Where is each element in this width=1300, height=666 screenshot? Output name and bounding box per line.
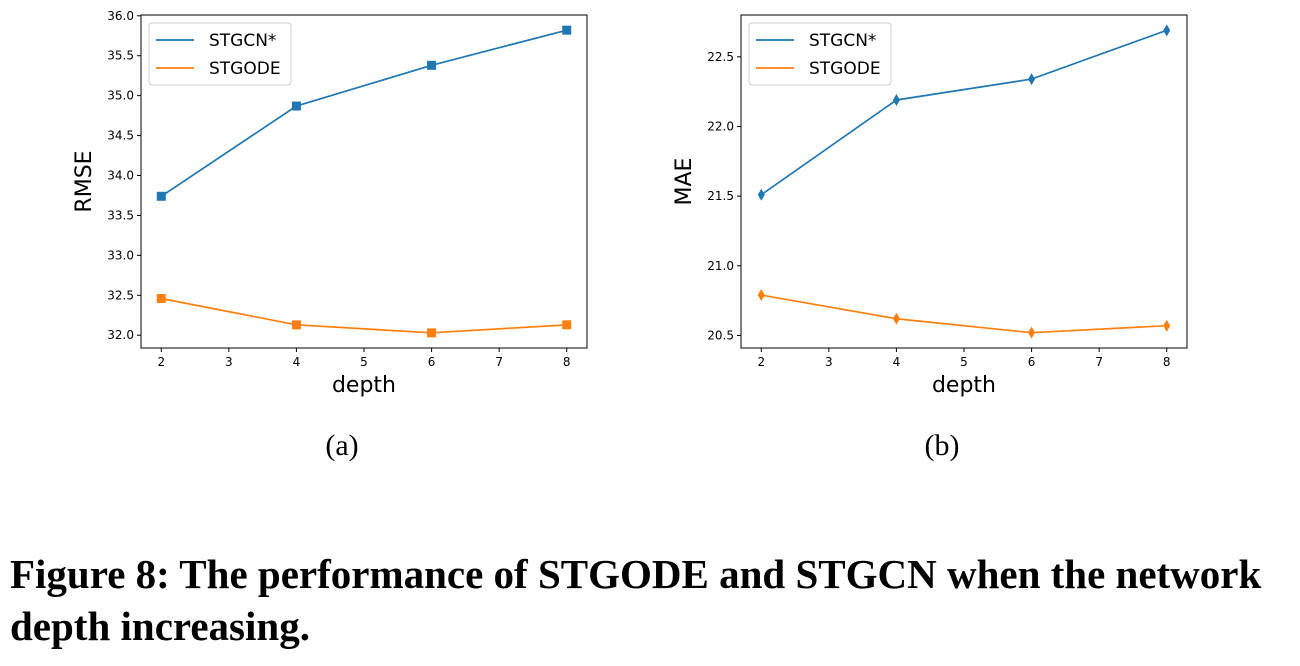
y-tick-label: 34.0: [107, 169, 134, 183]
series-line-STGODE: [761, 294, 1167, 334]
data-point: [1028, 73, 1036, 86]
data-point: [156, 293, 166, 303]
y-tick-label: 35.0: [107, 89, 134, 103]
y-tick-label: 20.5: [707, 328, 734, 342]
figure-caption: Figure 8: The performance of STGODE and …: [10, 551, 1262, 649]
x-tick-label: 4: [893, 355, 901, 369]
data-point: [1163, 319, 1171, 332]
x-tick-label: 3: [825, 355, 833, 369]
y-axis-label: RMSE: [72, 150, 97, 212]
legend: STGCN* STGODE: [148, 22, 292, 86]
y-tick-label: 33.5: [107, 208, 134, 222]
x-tick-label: 2: [757, 355, 765, 369]
data-point: [427, 60, 437, 70]
y-tick-label: 32.0: [107, 328, 134, 342]
data-point: [562, 320, 572, 330]
legend-label: STGCN*: [209, 31, 276, 51]
chart-b: 2 3 4 5 6 7 8 20.5 21.0 21.5 22.0 22.5 depth MAE STGCN…: [672, 14, 1188, 462]
x-tick-label: 5: [960, 355, 968, 369]
data-point: [427, 328, 437, 338]
data-point: [1028, 326, 1036, 339]
data-point: [291, 101, 301, 111]
data-point: [757, 188, 765, 201]
chart-a: 2 3 4 5 6 7 8 32.0 32.5 33.0 33.5 34.0 34.5 35.0 35.5 3…: [72, 9, 588, 462]
legend-label: STGODE: [209, 59, 281, 79]
data-point: [757, 289, 765, 302]
series-line-STGODE: [161, 297, 567, 334]
y-tick-label: 35.5: [107, 49, 134, 63]
y-tick-label: 33.0: [107, 248, 134, 262]
x-tick-label: 7: [495, 355, 503, 369]
data-point: [156, 191, 166, 201]
x-axis-label: depth: [332, 373, 396, 398]
y-tick-label: 36.0: [107, 9, 134, 23]
x-tick-label: 5: [360, 355, 368, 369]
legend-box: [748, 22, 892, 86]
legend-box: [148, 22, 292, 86]
data-point: [291, 320, 301, 330]
x-tick-label: 6: [428, 355, 436, 369]
series-line-STGCN*: [160, 29, 567, 197]
legend-label: STGODE: [809, 59, 881, 79]
legend-label: STGCN*: [809, 31, 876, 51]
y-tick-label: 22.0: [707, 119, 734, 133]
data-point: [562, 25, 572, 35]
x-tick-label: 6: [1028, 355, 1036, 369]
y-tick-label: 22.5: [707, 50, 734, 64]
legend: STGCN* STGODE: [748, 22, 892, 86]
x-tick-label: 4: [293, 355, 301, 369]
data-point: [1163, 24, 1171, 37]
data-point: [892, 312, 900, 325]
y-tick-label: 34.5: [107, 129, 134, 143]
x-tick-label: 8: [563, 355, 571, 369]
x-tick-label: 7: [1095, 355, 1103, 369]
x-tick-label: 3: [225, 355, 233, 369]
x-tick-label: 8: [1163, 355, 1171, 369]
x-axis-label: depth: [932, 373, 996, 398]
y-tick-label: 21.5: [707, 189, 734, 203]
subcaption: (a): [325, 429, 358, 462]
subcaption: (b): [925, 429, 960, 462]
y-axis-label: MAE: [672, 158, 697, 206]
series-line-STGCN*: [760, 29, 1168, 196]
data-point: [892, 93, 900, 106]
y-tick-label: 21.0: [707, 259, 734, 273]
y-tick-label: 32.5: [107, 288, 134, 302]
x-tick-label: 2: [157, 355, 165, 369]
